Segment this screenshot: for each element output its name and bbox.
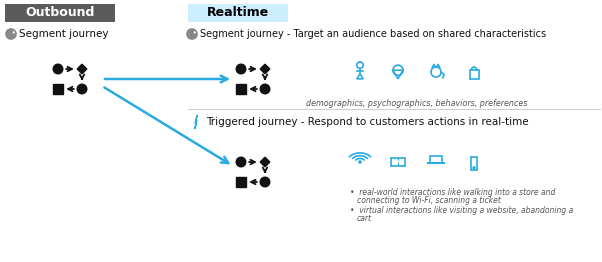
Circle shape <box>473 167 475 169</box>
Bar <box>53 84 63 94</box>
Circle shape <box>236 157 246 167</box>
Text: cart: cart <box>357 214 372 223</box>
Circle shape <box>77 84 87 94</box>
Circle shape <box>236 64 246 74</box>
Circle shape <box>260 84 270 94</box>
Text: Triggered journey - Respond to customers actions in real-time: Triggered journey - Respond to customers… <box>206 117 529 127</box>
Text: Outbound: Outbound <box>25 7 95 19</box>
Bar <box>236 84 246 94</box>
Circle shape <box>359 161 361 163</box>
FancyBboxPatch shape <box>188 4 288 22</box>
Bar <box>236 177 246 187</box>
Circle shape <box>53 64 63 74</box>
Polygon shape <box>260 64 270 74</box>
Wedge shape <box>188 30 196 38</box>
Polygon shape <box>260 157 270 167</box>
Circle shape <box>260 177 270 187</box>
Bar <box>470 70 479 79</box>
FancyBboxPatch shape <box>5 4 115 22</box>
Text: Segment journey: Segment journey <box>19 29 108 39</box>
Text: connecting to Wi-Fi, scanning a ticket: connecting to Wi-Fi, scanning a ticket <box>357 196 501 205</box>
Text: •  real-world interactions like walking into a store and: • real-world interactions like walking i… <box>350 188 556 197</box>
Polygon shape <box>194 115 197 129</box>
Bar <box>391 158 405 166</box>
Text: Segment journey - Target an audience based on shared characteristics: Segment journey - Target an audience bas… <box>200 29 546 39</box>
Text: demographics, psychographics, behaviors, preferences: demographics, psychographics, behaviors,… <box>306 99 528 108</box>
Text: •  virtual interactions like visiting a website, abandoning a: • virtual interactions like visiting a w… <box>350 206 573 215</box>
Bar <box>430 156 442 163</box>
Polygon shape <box>77 64 87 74</box>
Text: Realtime: Realtime <box>207 7 269 19</box>
Wedge shape <box>7 30 15 38</box>
Bar <box>471 157 477 170</box>
